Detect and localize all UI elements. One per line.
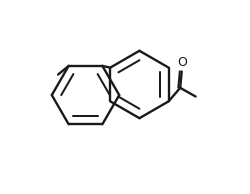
- Text: O: O: [177, 56, 187, 69]
